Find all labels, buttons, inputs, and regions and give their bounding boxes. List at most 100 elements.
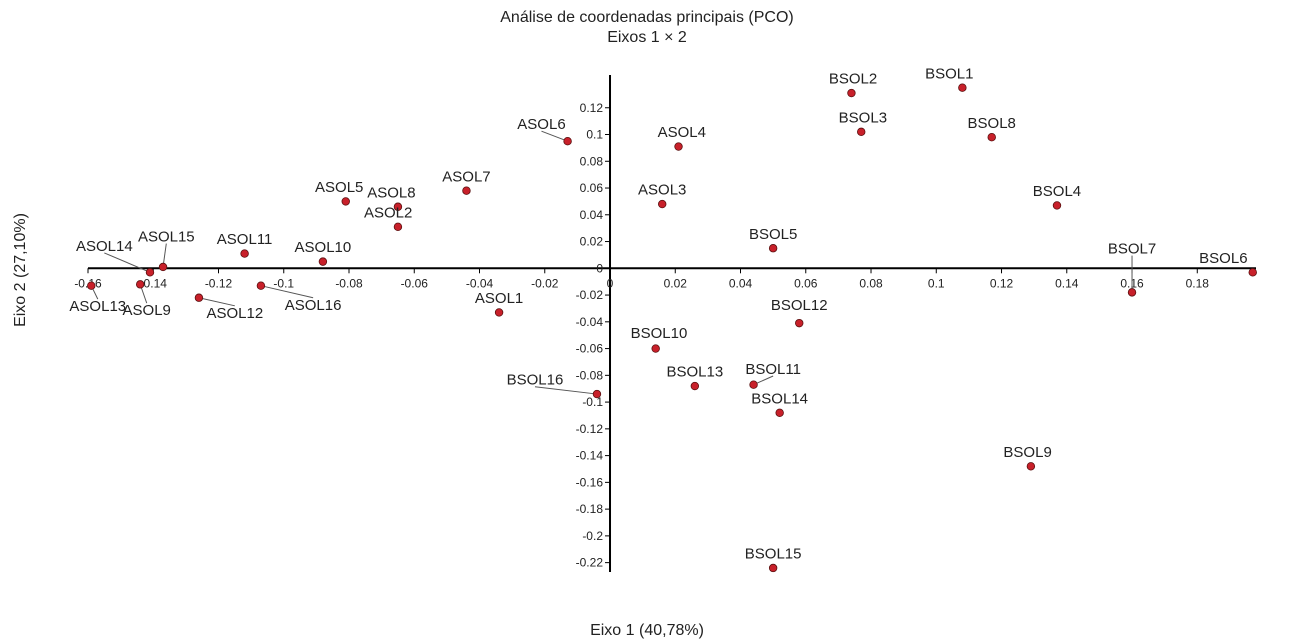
chart-title: Análise de coordenadas principais (PCO) — [500, 9, 794, 26]
data-point-group: BSOL6 — [1199, 250, 1257, 277]
y-tick-label: -0.18 — [576, 502, 604, 516]
point-label: BSOL12 — [771, 297, 828, 314]
data-point — [749, 380, 758, 389]
point-label: ASOL13 — [69, 298, 126, 315]
data-point — [958, 83, 967, 92]
point-label: ASOL10 — [295, 239, 352, 256]
x-tick-label: 0.12 — [990, 276, 1014, 290]
data-point-group: BSOL3 — [839, 109, 887, 137]
point-label: BSOL14 — [751, 390, 808, 407]
data-point — [1052, 201, 1062, 210]
point-label: BSOL15 — [745, 546, 802, 563]
y-tick-label: -0.04 — [576, 315, 604, 329]
data-point — [494, 308, 504, 317]
data-point — [690, 381, 700, 391]
leader-line — [260, 285, 314, 299]
data-point — [87, 281, 96, 290]
data-point-group: ASOL9 — [123, 280, 171, 319]
data-point-group: BSOL14 — [751, 390, 808, 417]
data-point-group: ASOL1 — [475, 290, 523, 317]
point-label: ASOL2 — [364, 204, 412, 221]
x-tick-label: 0.06 — [794, 276, 818, 290]
chart-subtitle: Eixos 1 × 2 — [607, 29, 687, 46]
x-axis-label: Eixo 1 (40,78%) — [590, 622, 704, 639]
data-point — [768, 244, 778, 253]
point-label: BSOL2 — [829, 71, 877, 88]
data-point — [768, 563, 778, 573]
data-point-group: BSOL10 — [631, 325, 687, 353]
x-tick-label: -0.02 — [531, 276, 559, 290]
data-point-group: ASOL3 — [638, 182, 686, 209]
data-point-group: ASOL7 — [442, 168, 491, 195]
data-point — [563, 137, 572, 146]
data-point-group: ASOL15 — [138, 229, 195, 272]
point-label: ASOL11 — [217, 231, 273, 248]
data-point-group: ASOL2 — [364, 204, 412, 232]
point-label: BSOL16 — [507, 372, 564, 389]
data-point-group: BSOL16 — [507, 372, 602, 399]
leader-line — [541, 130, 568, 142]
x-tick-label: -0.06 — [401, 276, 429, 290]
y-axis-label: Eixo 2 (27,10%) — [12, 213, 29, 327]
y-tick-label: -0.16 — [576, 475, 604, 489]
data-point-group: BSOL12 — [771, 297, 828, 328]
data-point — [462, 186, 471, 195]
data-point-group: ASOL4 — [658, 124, 706, 151]
data-point — [1127, 288, 1137, 297]
point-label: ASOL8 — [367, 184, 415, 201]
data-point — [256, 281, 266, 290]
point-label: ASOL12 — [206, 305, 263, 322]
leader-line — [104, 252, 151, 273]
point-label: ASOL4 — [658, 124, 706, 141]
data-point-group: ASOL5 — [315, 179, 363, 206]
data-point — [847, 88, 856, 98]
data-point-group: BSOL9 — [1003, 444, 1052, 471]
x-tick-label: 0.1 — [928, 276, 945, 290]
point-label: ASOL6 — [517, 116, 565, 133]
point-label: ASOL15 — [138, 229, 195, 246]
data-point — [592, 389, 602, 399]
data-point-group: BSOL7 — [1108, 241, 1156, 297]
y-tick-label: 0 — [596, 261, 603, 275]
data-point-group: ASOL6 — [517, 116, 572, 146]
data-point-group: ASOL14 — [76, 238, 155, 277]
data-point — [1248, 268, 1257, 277]
y-tick-label: -0.06 — [576, 342, 604, 356]
data-point-group: BSOL8 — [968, 115, 1016, 142]
point-label: BSOL11 — [745, 361, 801, 378]
point-label: BSOL3 — [839, 109, 887, 126]
x-tick-label: -0.1 — [273, 276, 294, 290]
data-point — [318, 257, 328, 266]
data-point-group: BSOL1 — [925, 65, 974, 92]
point-label: BSOL5 — [749, 226, 797, 243]
data-point-group: BSOL5 — [749, 226, 797, 253]
data-point-group: ASOL11 — [217, 231, 273, 258]
data-point-group: ASOL8 — [367, 184, 416, 211]
data-point — [795, 318, 804, 328]
x-tick-label: 0.14 — [1055, 276, 1079, 290]
data-point-group: BSOL13 — [666, 364, 723, 391]
x-tick-label: 0.04 — [729, 276, 753, 290]
y-tick-label: -0.22 — [576, 556, 604, 570]
chart-title-block: Análise de coordenadas principais (PCO) … — [0, 8, 1294, 48]
y-tick-label: -0.1 — [582, 395, 603, 409]
y-tick-label: -0.2 — [582, 529, 603, 543]
x-tick-label: -0.04 — [466, 276, 494, 290]
y-tick-label: -0.02 — [576, 288, 604, 302]
point-label: BSOL1 — [925, 65, 973, 82]
data-point-group: BSOL4 — [1033, 183, 1081, 210]
y-tick-label: 0.06 — [580, 181, 604, 195]
y-tick-label: 0.02 — [580, 235, 604, 249]
leader-line — [198, 297, 235, 307]
point-label: ASOL7 — [442, 168, 490, 185]
y-tick-label: -0.08 — [576, 368, 604, 382]
x-tick-label: -0.14 — [140, 276, 168, 290]
data-point — [240, 249, 249, 258]
point-label: BSOL7 — [1108, 241, 1156, 258]
data-point — [393, 222, 403, 232]
leader-line — [534, 386, 598, 395]
data-point — [651, 344, 660, 353]
x-tick-label: 0.02 — [664, 276, 688, 290]
